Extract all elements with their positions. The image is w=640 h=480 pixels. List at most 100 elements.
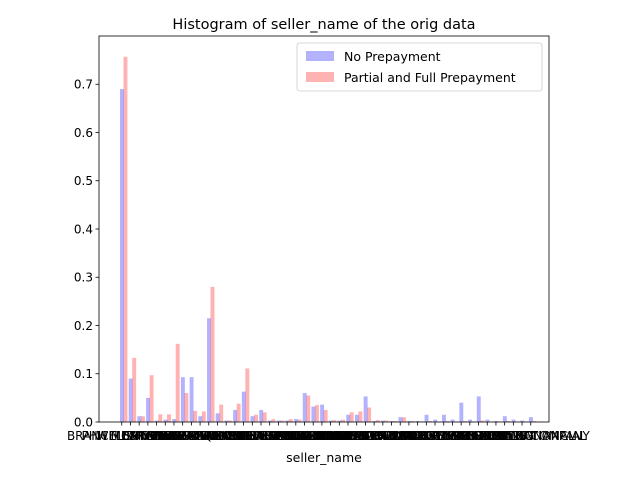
bar-prepayment-44	[506, 421, 511, 422]
chart-title: Histogram of seller_name of the orig dat…	[172, 17, 475, 33]
bar-no-prepayment-19	[285, 420, 290, 422]
x-tick-label-1: PHH MORTGAGE	[82, 429, 180, 443]
x-tick-label-11: US BANK	[191, 429, 246, 443]
bar-prepayment-26	[349, 412, 354, 422]
bar-no-prepayment-12	[224, 420, 229, 422]
bar-prepayment-39	[462, 421, 467, 422]
bar-no-prepayment-46	[520, 420, 525, 422]
x-tick-label-25: NEW RESIDENTIAL	[284, 429, 395, 443]
bar-no-prepayment-20	[294, 419, 298, 422]
x-tick-label-42: MR COOPER	[451, 429, 524, 443]
x-tick-label-14: PROVIDENT FUNDING	[179, 429, 308, 443]
x-tick-label-23: PRIMELENDING	[276, 429, 367, 443]
bar-no-prepayment-16	[259, 409, 264, 422]
x-tick-label-29: CROSSCOUNTRY	[325, 429, 425, 443]
bar-no-prepayment-17	[267, 420, 272, 422]
bar-prepayment-28	[367, 407, 372, 422]
bar-prepayment-18	[280, 420, 285, 422]
bar-no-prepayment-35	[424, 414, 429, 422]
bar-no-prepayment-36	[433, 419, 438, 422]
bar-prepayment-47	[532, 421, 537, 422]
bar-no-prepayment-45	[511, 419, 516, 422]
x-tick-label-33: ROCKET MORTGAGE	[348, 429, 470, 443]
bar-no-prepayment-27	[354, 414, 359, 422]
x-tick-label-44: TRUSTCO	[475, 429, 533, 443]
x-tick-label-38: BROKER SOLUTIONS	[391, 429, 513, 443]
bar-no-prepayment-22	[311, 406, 316, 422]
x-tick-label-37: ANGEL OAK	[409, 429, 480, 443]
bar-prepayment-33	[410, 421, 415, 422]
x-tick-label-41: NATIONS LENDING	[423, 429, 534, 443]
bar-prepayment-37	[445, 421, 450, 422]
bar-no-prepayment-38	[450, 419, 455, 422]
x-tick-label-10: BANK OF AMERICA	[153, 429, 266, 443]
bar-no-prepayment-37	[441, 414, 446, 422]
bar-prepayment-10	[210, 286, 215, 422]
bar-prepayment-23	[323, 409, 328, 422]
bar-prepayment-31	[393, 421, 398, 422]
bar-no-prepayment-7	[180, 377, 185, 422]
bar-prepayment-41	[480, 420, 485, 422]
bar-no-prepayment-1	[128, 378, 133, 422]
bar-prepayment-14	[245, 368, 250, 422]
x-axis-label: seller_name	[286, 450, 362, 465]
bar-prepayment-24	[332, 420, 337, 422]
bar-prepayment-3	[149, 375, 154, 422]
bar-no-prepayment-24	[328, 420, 333, 422]
bar-no-prepayment-21	[302, 393, 307, 422]
x-tick-label-39: CMG	[447, 429, 475, 443]
y-ticks: 0.0 0.1 0.2 0.3 0.4 0.5 0.6 0.7	[74, 78, 99, 429]
x-tick-label-40: PLAZA HOME	[430, 429, 509, 443]
axes-group	[98, 35, 550, 423]
bar-prepayment-4	[158, 414, 163, 422]
bar-prepayment-20	[297, 419, 302, 422]
bar-prepayment-13	[236, 403, 241, 422]
bar-no-prepayment-8	[189, 377, 194, 422]
bar-no-prepayment-33	[407, 421, 412, 422]
y-tick-label-7: 0.7	[74, 78, 93, 92]
bar-prepayment-21	[306, 395, 311, 422]
x-tick-label-0: BRANCH BANKING	[67, 429, 177, 443]
bar-no-prepayment-43	[494, 421, 499, 422]
y-tick-label-3: 0.3	[74, 271, 93, 285]
x-tick-label-9: CITIMORTGAGE	[154, 429, 246, 443]
bar-prepayment-32	[401, 417, 406, 422]
bar-no-prepayment-10	[207, 318, 211, 422]
bar-prepayment-22	[314, 405, 319, 422]
x-tick-label-18: CALIBER HOME	[233, 429, 324, 443]
bar-prepayment-6	[175, 343, 180, 422]
x-tick-label-4: SUNTRUST	[124, 429, 189, 443]
x-tick-label-30: FINANCE OF AMERICA	[317, 429, 449, 443]
x-tick-label-8: PNC BANK	[161, 429, 224, 443]
x-tick-label-5: CHASE	[145, 429, 186, 443]
x-tick-label-26: PENNYMAC	[315, 429, 382, 443]
legend-swatch-1	[306, 72, 334, 82]
y-tick-label-5: 0.5	[74, 174, 93, 188]
plot-frame	[98, 35, 550, 423]
bar-prepayment-15	[254, 414, 258, 422]
bar-no-prepayment-5	[163, 419, 168, 422]
bar-prepayment-17	[271, 419, 276, 422]
y-tick-label-2: 0.2	[74, 319, 93, 333]
legend-box	[296, 42, 543, 92]
bar-no-prepayment-42	[485, 419, 490, 422]
x-tick-label-19: STEARNS LENDING	[230, 429, 344, 443]
x-tick-label-20: GUARANTEED RATE	[237, 429, 354, 443]
x-tick-label-21: UNITED SHORE	[259, 429, 350, 443]
bar-no-prepayment-14	[241, 391, 246, 422]
x-tick-label-2: WELLS FARGO	[96, 429, 181, 443]
x-tick-label-17: FRANKLIN AMERICAN	[206, 429, 332, 443]
bar-prepayment-35	[428, 421, 433, 422]
bar-no-prepayment-31	[389, 421, 394, 422]
y-tick-label-1: 0.1	[74, 367, 93, 381]
bar-no-prepayment-47	[529, 417, 533, 422]
x-tick-label-27: FREEDOM MORTGAGE	[291, 429, 423, 443]
x-tick-label-35: GUILD MORTGAGE	[371, 429, 481, 443]
bar-no-prepayment-44	[502, 416, 507, 422]
bar-prepayment-8	[193, 410, 198, 422]
bar-prepayment-7	[184, 393, 189, 422]
bar-no-prepayment-6	[172, 419, 177, 422]
bar-prepayment-0	[123, 56, 128, 422]
x-tick-label-15: QUICKEN LOANS	[203, 429, 302, 443]
